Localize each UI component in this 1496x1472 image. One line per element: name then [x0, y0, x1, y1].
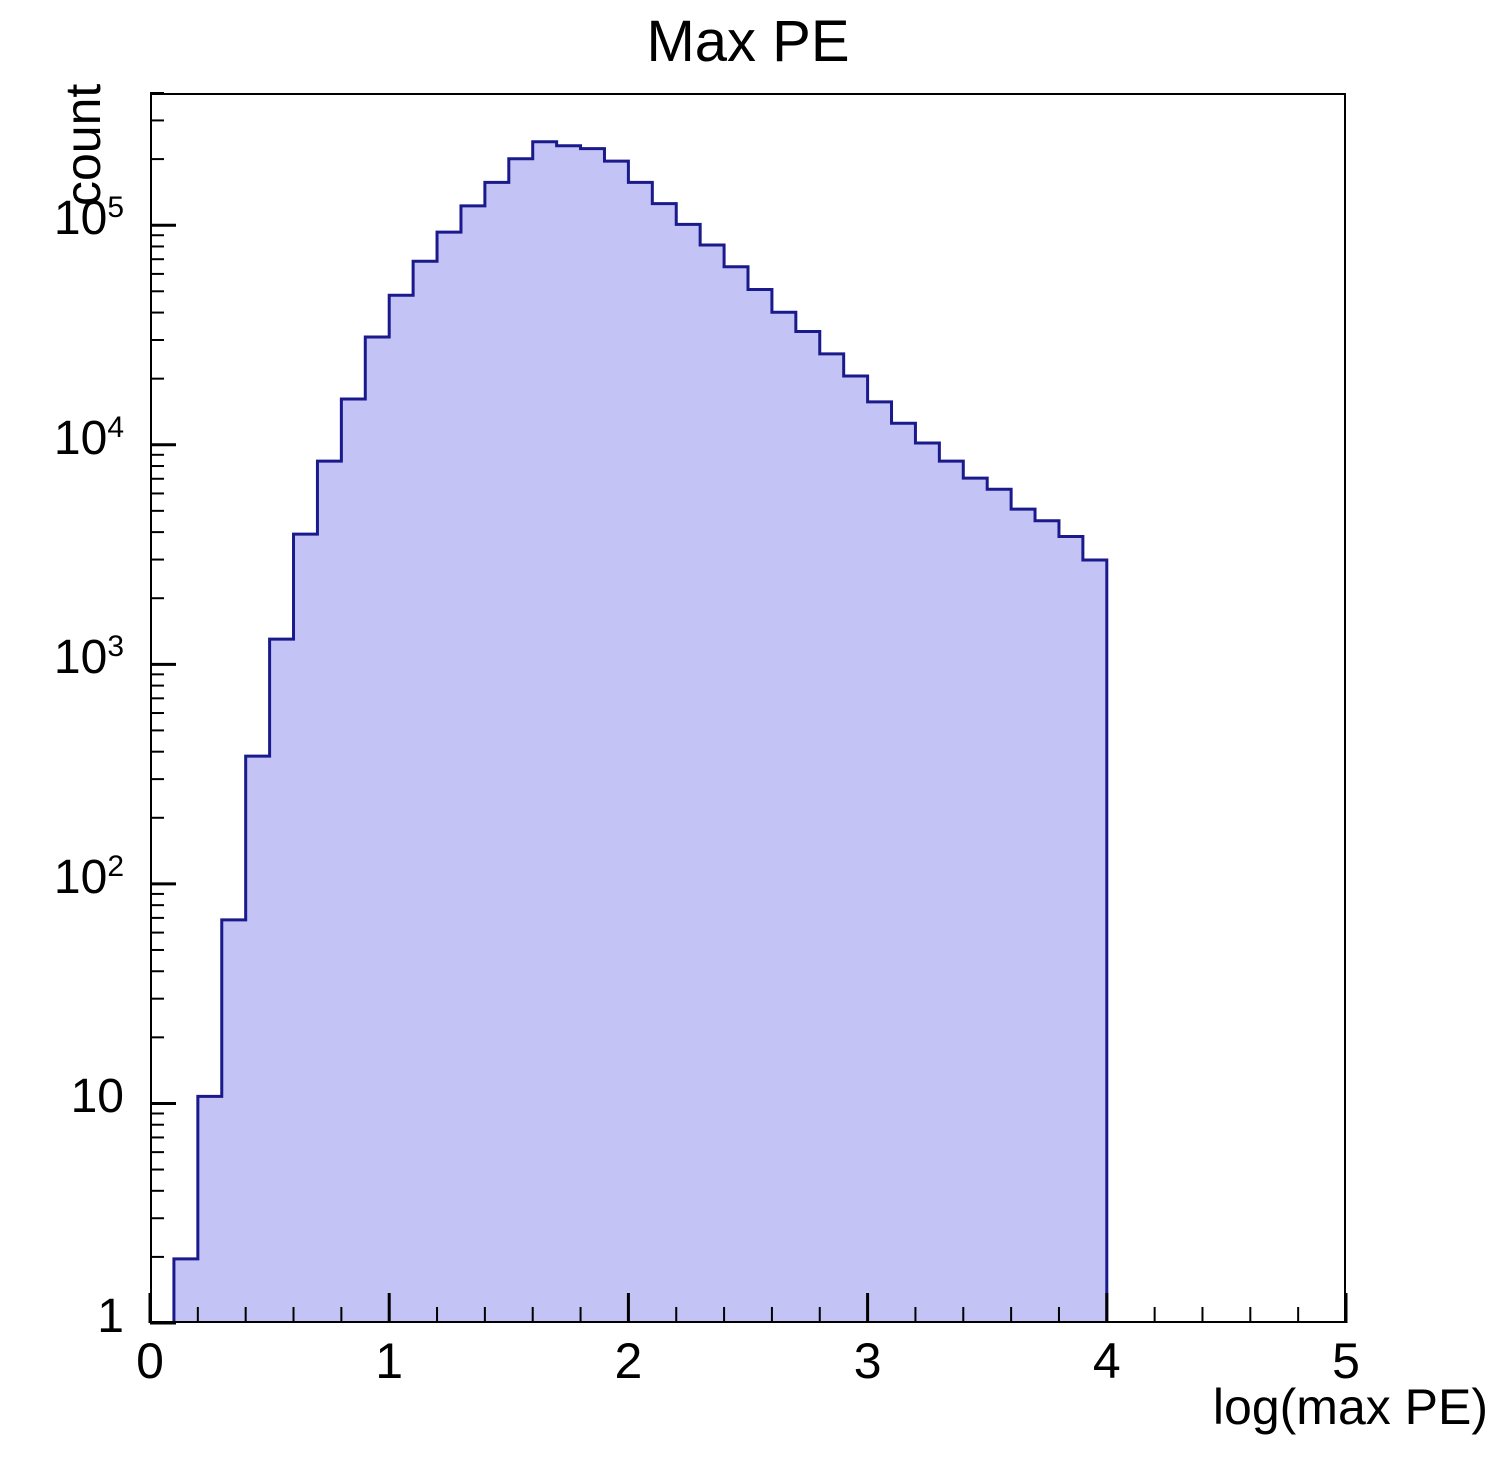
x-tick-label: 1: [375, 1333, 404, 1389]
chart-title: Max PE: [646, 9, 850, 74]
y-tick-label: 1: [97, 1290, 124, 1343]
y-tick-label: 103: [53, 630, 124, 685]
y-axis-title: count: [55, 83, 111, 206]
x-tick-label: 2: [614, 1333, 643, 1389]
y-tick-label: 105: [53, 191, 124, 246]
plot-area: [152, 95, 1344, 1321]
x-tick-label: 0: [136, 1333, 164, 1389]
histogram-svg: [172, 140, 1109, 1321]
y-tick-label: 102: [53, 849, 124, 904]
histogram-outline: [172, 140, 1109, 1321]
x-tick-label: 4: [1092, 1333, 1121, 1389]
x-tick-label: 5: [1332, 1333, 1360, 1389]
y-tick-label: 10: [70, 1070, 124, 1124]
x-tick-label: 3: [853, 1333, 882, 1389]
x-axis-title: log(max PE): [1212, 1379, 1488, 1435]
plot-frame: [150, 93, 1346, 1323]
y-tick-label: 104: [53, 410, 124, 465]
